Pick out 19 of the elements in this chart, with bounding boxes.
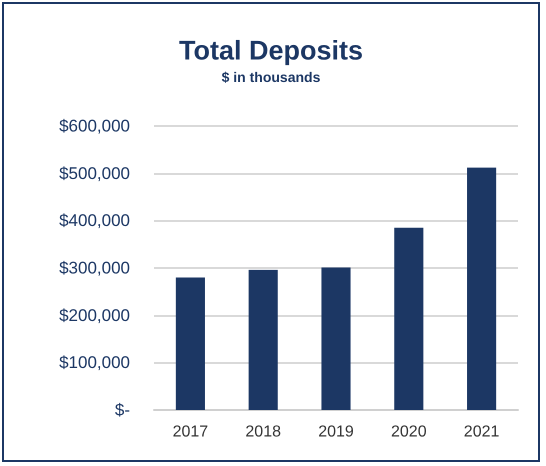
x-tick-label: 2019 <box>318 424 354 440</box>
chart-subtitle: $ in thousands <box>222 69 321 85</box>
bar <box>248 270 278 410</box>
y-tick-label: $500,000 <box>59 164 130 183</box>
y-tick-label: $200,000 <box>59 306 130 325</box>
bar <box>394 228 424 410</box>
x-tick-label: 2021 <box>464 424 500 440</box>
bar <box>467 168 496 410</box>
x-tick-label: 2020 <box>391 424 427 440</box>
y-tick-label: $300,000 <box>59 258 130 278</box>
x-tick-label: 2018 <box>245 424 282 440</box>
bar <box>176 277 205 410</box>
bar <box>321 268 351 410</box>
y-tick-label: $400,000 <box>59 211 130 230</box>
y-tick-label: $600,000 <box>59 116 130 136</box>
y-tick-label: $- <box>114 400 130 420</box>
y-tick-label: $100,000 <box>59 353 130 372</box>
x-tick-label: 2017 <box>172 424 208 440</box>
chart-title: Total Deposits <box>178 36 364 66</box>
